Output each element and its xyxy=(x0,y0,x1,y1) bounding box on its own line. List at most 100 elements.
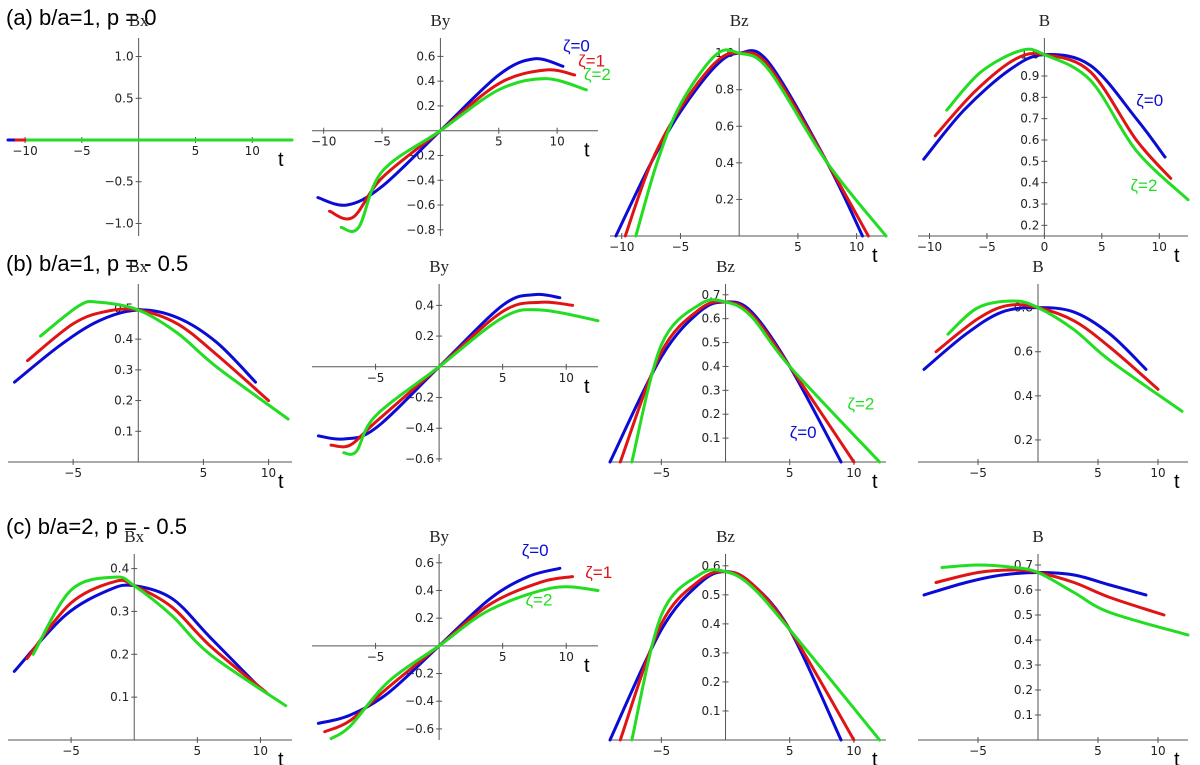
series-line-red xyxy=(328,68,577,221)
x-tick-label: 10 xyxy=(846,744,861,758)
series-annotation: ζ=2 xyxy=(584,65,611,84)
y-tick-label: 0.3 xyxy=(110,604,129,618)
panel-title: Bz xyxy=(716,527,735,546)
series-annotation: ζ=0 xyxy=(1136,91,1163,110)
x-axis-label: t xyxy=(1174,245,1180,267)
chart-panel: Bx −5 5 10 0.1 0.2 0.3 0.4 t xyxy=(8,527,292,765)
panel-title: Bz xyxy=(716,257,735,276)
y-tick-label: 0.5 xyxy=(115,91,134,105)
chart-panel: By−5 5 10−0.6−0.4−0.20.20.4t xyxy=(312,257,600,466)
y-tick-label: −1.0 xyxy=(104,216,133,230)
panels: Bx −10 −5 5 10 −1.0 −0.5 0.5 1.0 t By −10 −5 5 10 −0.8 −… xyxy=(6,11,1190,765)
chart-panel: By−5 5 10−0.6−0.4−0.20.20.40.6tζ=0ζ=1ζ=2 xyxy=(312,527,612,741)
y-tick-label: −0.6 xyxy=(405,722,434,736)
y-tick-label: 0.2 xyxy=(1020,218,1039,232)
x-axis-label: t xyxy=(584,655,590,677)
x-tick-label: −5 xyxy=(672,240,690,254)
y-tick-label: 0.4 xyxy=(110,562,129,576)
series-line-green xyxy=(339,77,588,233)
y-tick-label: 0.8 xyxy=(715,83,734,97)
y-tick-label: 0.2 xyxy=(416,99,435,113)
y-tick-label: 0.1 xyxy=(1014,708,1033,722)
y-tick-label: 0.3 xyxy=(701,383,720,397)
x-tick-label: 10 xyxy=(245,144,260,158)
x-axis-label: t xyxy=(584,376,590,398)
y-tick-label: 0.2 xyxy=(415,611,434,625)
series-line-blue xyxy=(922,306,1148,371)
series-line-red xyxy=(26,307,271,403)
y-tick-label: 0.2 xyxy=(701,407,720,421)
x-tick-label: 0 xyxy=(1041,240,1049,254)
y-tick-label: 0.5 xyxy=(701,336,720,350)
x-tick-label: 10 xyxy=(849,240,864,254)
x-tick-label: 5 xyxy=(495,135,503,149)
series-line-red xyxy=(25,578,269,695)
y-tick-label: −0.4 xyxy=(405,421,434,435)
x-tick-label: −5 xyxy=(652,744,670,758)
row-label-c: (c) b/a=2, p = - 0.5 xyxy=(6,514,187,539)
x-axis-label: t xyxy=(872,749,878,765)
x-tick-label: 5 xyxy=(499,650,507,664)
series-line-green xyxy=(329,585,600,741)
series-line-green xyxy=(342,308,600,456)
panel-title: B xyxy=(1039,11,1050,30)
y-tick-label: 0.8 xyxy=(1020,90,1039,104)
x-axis-label: t xyxy=(1174,749,1180,765)
series-line-green xyxy=(630,298,882,464)
y-tick-label: 0.6 xyxy=(701,312,720,326)
x-tick-label: −5 xyxy=(373,135,391,149)
panel-title: B xyxy=(1032,527,1043,546)
y-tick-label: −0.5 xyxy=(104,175,133,189)
series-line-green xyxy=(39,299,290,421)
y-tick-label: 0.1 xyxy=(701,431,720,445)
x-tick-label: −5 xyxy=(969,744,987,758)
y-tick-label: 0.6 xyxy=(1014,583,1033,597)
x-tick-label: 5 xyxy=(200,466,208,480)
y-tick-label: 0.4 xyxy=(1020,176,1039,190)
chart-panel: Bz −5 5 10 0.1 0.2 0.3 0.4 0.5 0.6 0.7 t ζ=2 ζ=0 xyxy=(608,257,886,493)
y-tick-label: 0.4 xyxy=(416,74,435,88)
chart-panel: Bx −10 −5 5 10 −1.0 −0.5 0.5 1.0 t xyxy=(6,11,294,236)
series-line-red xyxy=(618,569,856,742)
x-axis-label: t xyxy=(584,140,590,162)
series-line-green xyxy=(940,563,1190,637)
y-tick-label: 0.2 xyxy=(415,329,434,343)
panel-title: Bx xyxy=(129,11,149,30)
x-tick-label: −5 xyxy=(652,466,670,480)
x-tick-label: −5 xyxy=(367,371,385,385)
series-annotation: ζ=0 xyxy=(790,423,817,442)
panel-title: Bx xyxy=(124,527,144,546)
panel-title: By xyxy=(430,11,450,30)
x-tick-label: 5 xyxy=(499,371,507,385)
x-axis-label: t xyxy=(872,245,878,267)
x-tick-label: 10 xyxy=(559,650,574,664)
x-axis-label: t xyxy=(278,149,284,171)
panel-title: By xyxy=(429,527,449,546)
y-tick-label: 0.2 xyxy=(1014,433,1033,447)
series-line-blue xyxy=(12,583,262,691)
x-tick-label: 10 xyxy=(253,744,268,758)
x-tick-label: 5 xyxy=(794,240,802,254)
y-tick-label: 0.4 xyxy=(701,359,720,373)
y-tick-label: 0.6 xyxy=(1014,345,1033,359)
x-tick-label: 10 xyxy=(846,466,861,480)
y-tick-label: 0.1 xyxy=(110,690,129,704)
y-tick-label: 0.5 xyxy=(701,588,720,602)
y-tick-label: −0.6 xyxy=(405,452,434,466)
y-tick-label: 0.4 xyxy=(114,332,133,346)
panel-title: Bx xyxy=(128,257,148,276)
series-line-red xyxy=(934,568,1166,617)
x-tick-label: 5 xyxy=(1094,744,1102,758)
panel-title: Bz xyxy=(730,11,749,30)
x-tick-label: 10 xyxy=(1150,744,1165,758)
series-line-green xyxy=(634,48,888,238)
chart-panel: Bz−10 −5 5 100.20.40.60.81.0t xyxy=(609,11,888,267)
y-tick-label: 0.4 xyxy=(415,298,434,312)
series-annotation: ζ=2 xyxy=(526,591,553,610)
x-tick-label: 5 xyxy=(786,466,794,480)
y-tick-label: 0.4 xyxy=(1014,389,1033,403)
x-axis-label: t xyxy=(1174,471,1180,493)
chart-panel: Bx−5 5 100.10.20.30.40.5t xyxy=(8,257,292,493)
y-tick-label: 0.4 xyxy=(415,583,434,597)
